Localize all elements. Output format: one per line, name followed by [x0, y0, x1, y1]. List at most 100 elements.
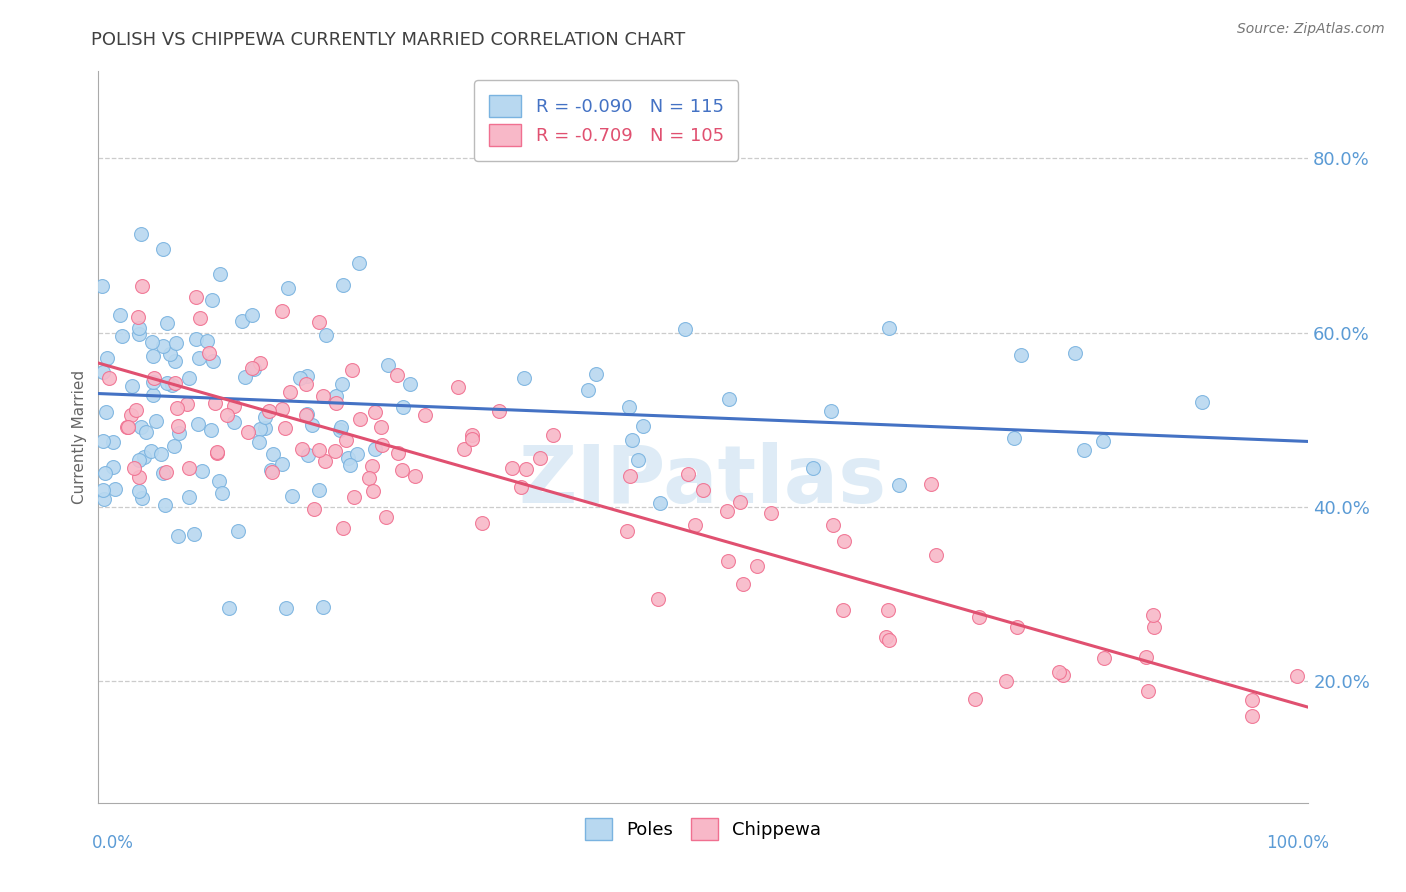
Point	[391, 400, 413, 414]
Point	[877, 602, 900, 616]
Point	[156, 316, 179, 330]
Point	[129, 419, 152, 434]
Point	[361, 459, 384, 474]
Point	[295, 408, 318, 422]
Point	[513, 371, 536, 385]
Point	[823, 518, 845, 533]
Point	[340, 363, 363, 377]
Point	[509, 480, 531, 494]
Point	[142, 349, 165, 363]
Point	[343, 490, 366, 504]
Point	[165, 335, 187, 350]
Point	[315, 328, 337, 343]
Point	[488, 404, 510, 418]
Point	[191, 464, 214, 478]
Point	[163, 376, 186, 390]
Point	[820, 404, 842, 418]
Point	[515, 462, 537, 476]
Point	[187, 417, 209, 431]
Point	[875, 631, 897, 645]
Point	[101, 434, 124, 449]
Point	[166, 419, 188, 434]
Point	[576, 383, 599, 397]
Point	[692, 483, 714, 497]
Point	[184, 332, 207, 346]
Point	[179, 461, 201, 475]
Point	[141, 334, 163, 349]
Point	[117, 420, 139, 434]
Point	[153, 498, 176, 512]
Point	[226, 524, 249, 538]
Point	[280, 489, 302, 503]
Point	[120, 408, 142, 422]
Point	[277, 281, 299, 295]
Point	[97, 371, 120, 385]
Y-axis label: Currently Married: Currently Married	[72, 370, 87, 504]
Point	[447, 380, 470, 394]
Point	[215, 408, 238, 422]
Point	[131, 279, 153, 293]
Point	[240, 361, 263, 376]
Point	[1049, 665, 1071, 679]
Point	[201, 293, 224, 307]
Point	[385, 368, 408, 383]
Point	[308, 443, 330, 458]
Point	[889, 478, 911, 492]
Point	[249, 356, 271, 370]
Point	[278, 384, 301, 399]
Point	[104, 483, 127, 497]
Point	[413, 408, 436, 422]
Point	[1064, 346, 1087, 360]
Point	[142, 388, 165, 402]
Point	[295, 377, 318, 392]
Point	[1073, 443, 1095, 458]
Point	[139, 444, 162, 458]
Point	[963, 692, 986, 706]
Point	[96, 351, 118, 365]
Point	[453, 442, 475, 456]
Point	[1002, 431, 1025, 445]
Point	[150, 447, 173, 461]
Point	[387, 445, 409, 459]
Point	[967, 610, 990, 624]
Point	[101, 460, 124, 475]
Point	[276, 600, 298, 615]
Point	[1052, 668, 1074, 682]
Point	[877, 320, 900, 334]
Point	[301, 417, 323, 432]
Point	[200, 423, 222, 437]
Point	[91, 434, 114, 449]
Point	[633, 418, 655, 433]
Point	[270, 304, 292, 318]
Point	[249, 422, 271, 436]
Point	[188, 351, 211, 366]
Point	[145, 414, 167, 428]
Point	[163, 439, 186, 453]
Point	[184, 290, 207, 304]
Point	[1191, 395, 1213, 409]
Point	[128, 327, 150, 342]
Legend: Poles, Chippewa: Poles, Chippewa	[575, 808, 831, 848]
Point	[176, 397, 198, 411]
Point	[231, 314, 253, 328]
Point	[460, 432, 482, 446]
Point	[240, 309, 263, 323]
Point	[676, 467, 699, 482]
Point	[1135, 650, 1157, 665]
Point	[179, 491, 201, 505]
Point	[501, 461, 523, 475]
Point	[204, 395, 226, 409]
Point	[156, 376, 179, 391]
Point	[91, 279, 114, 293]
Point	[260, 463, 283, 477]
Point	[132, 450, 155, 464]
Point	[364, 405, 387, 419]
Point	[312, 389, 335, 403]
Point	[617, 401, 640, 415]
Point	[925, 548, 948, 562]
Point	[135, 425, 157, 439]
Point	[330, 420, 353, 434]
Point	[304, 502, 326, 516]
Point	[211, 486, 233, 500]
Point	[233, 369, 256, 384]
